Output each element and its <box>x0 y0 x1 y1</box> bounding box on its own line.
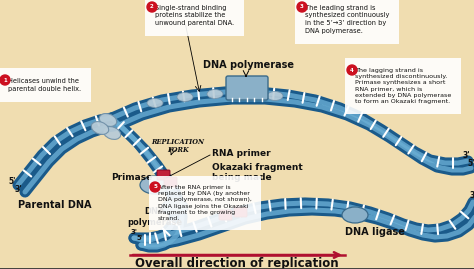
FancyBboxPatch shape <box>234 207 247 217</box>
Text: DNA ligase: DNA ligase <box>345 227 405 237</box>
Ellipse shape <box>207 90 223 98</box>
FancyBboxPatch shape <box>219 210 232 220</box>
Text: 3': 3' <box>14 186 22 194</box>
Circle shape <box>0 75 10 85</box>
Text: 4: 4 <box>350 68 354 73</box>
Ellipse shape <box>147 98 163 108</box>
Ellipse shape <box>140 176 170 194</box>
FancyBboxPatch shape <box>226 76 268 100</box>
Text: 3': 3' <box>130 229 137 235</box>
Text: 1: 1 <box>3 77 7 83</box>
Text: DNA polymerase: DNA polymerase <box>203 60 294 70</box>
Ellipse shape <box>177 93 193 101</box>
Text: Parental DNA: Parental DNA <box>18 200 92 210</box>
Text: 5: 5 <box>153 185 157 189</box>
Ellipse shape <box>162 199 188 215</box>
Text: 3': 3' <box>469 192 474 200</box>
Text: DNA
polymerase: DNA polymerase <box>128 207 182 227</box>
Text: 3': 3' <box>462 150 470 160</box>
Text: 2: 2 <box>150 5 154 9</box>
Text: RNA primer: RNA primer <box>212 148 271 158</box>
Ellipse shape <box>237 90 253 98</box>
Ellipse shape <box>103 127 121 139</box>
Text: Overall direction of replication: Overall direction of replication <box>135 257 339 269</box>
Text: 5': 5' <box>137 235 143 241</box>
Text: Helicases unwind the
parental double helix.: Helicases unwind the parental double hel… <box>8 78 81 91</box>
Ellipse shape <box>99 114 117 126</box>
Text: Okazaki fragment
being made: Okazaki fragment being made <box>212 163 303 182</box>
FancyBboxPatch shape <box>164 177 177 187</box>
Circle shape <box>347 65 357 75</box>
Circle shape <box>150 182 160 192</box>
Text: 5': 5' <box>467 158 474 168</box>
Circle shape <box>147 2 157 12</box>
Text: 3: 3 <box>300 5 304 9</box>
Text: The lagging strand is
synthesized discontinuously.
Primase synthesizes a short
R: The lagging strand is synthesized discon… <box>355 68 451 104</box>
Text: FORK: FORK <box>167 146 189 154</box>
Text: Primase: Primase <box>111 174 153 182</box>
Text: Single-strand binding
proteins stabilize the
unwound parental DNA.: Single-strand binding proteins stabilize… <box>155 5 234 26</box>
Ellipse shape <box>342 207 368 223</box>
Ellipse shape <box>91 122 109 134</box>
Circle shape <box>297 2 307 12</box>
FancyBboxPatch shape <box>157 170 170 180</box>
Text: 5': 5' <box>8 178 16 186</box>
Text: After the RNA primer is
replaced by DNA (by another
DNA polymerase, not shown),
: After the RNA primer is replaced by DNA … <box>158 185 252 221</box>
Text: The leading strand is
synthesized continuously
in the 5’→3’ direction by
DNA pol: The leading strand is synthesized contin… <box>305 5 389 34</box>
Text: REPLICATION: REPLICATION <box>152 138 204 146</box>
Ellipse shape <box>267 91 283 101</box>
